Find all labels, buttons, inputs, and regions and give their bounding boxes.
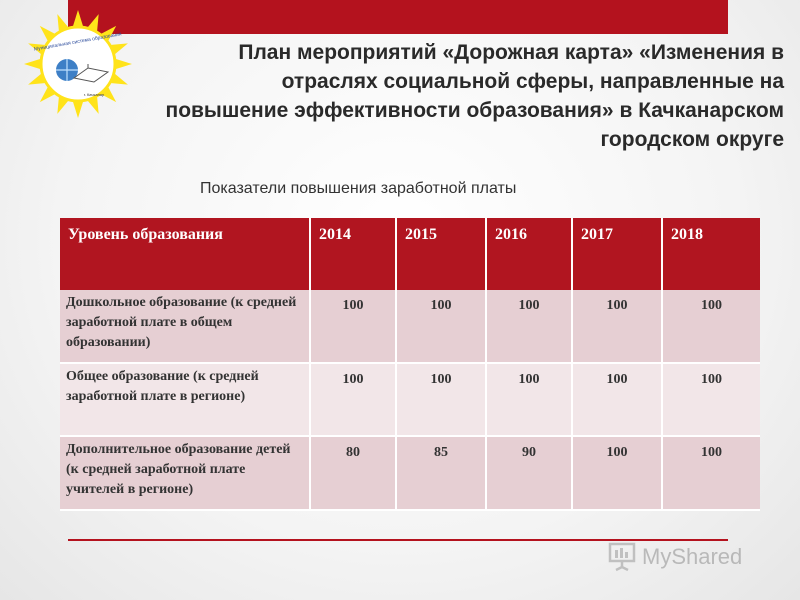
column-header-2014: 2014 [310,218,397,290]
table-header-row: Уровень образования 2014 2015 2016 2017 … [60,218,760,290]
column-header-2015: 2015 [396,218,487,290]
presentation-icon [608,542,636,572]
cell-value: 100 [486,363,573,437]
sun-logo: Муниципальная система образования г. Кач… [22,8,134,120]
cell-value: 80 [310,436,397,511]
cell-value: 90 [486,436,573,511]
row-label: Общее образование (к средней заработной … [60,363,311,437]
cell-value: 100 [662,290,760,364]
column-header-level: Уровень образования [60,218,311,290]
cell-value: 100 [486,290,573,364]
column-header-2018: 2018 [662,218,760,290]
table-caption: Показатели повышения заработной платы [200,180,517,197]
table-row: Дошкольное образование (к средней зарабо… [60,290,760,364]
cell-value: 100 [662,436,760,511]
svg-text:г. Качканар: г. Качканар [84,92,105,97]
cell-value: 100 [310,363,397,437]
column-header-2016: 2016 [486,218,573,290]
svg-text:MyShared: MyShared [642,544,742,569]
cell-value: 85 [396,436,487,511]
cell-value: 100 [396,363,487,437]
cell-value: 100 [662,363,760,437]
row-label: Дошкольное образование (к средней зарабо… [60,290,311,364]
cell-value: 100 [396,290,487,364]
row-label: Дополнительное образование детей (к сред… [60,436,311,511]
bottom-accent-line [68,539,728,541]
book-icon [72,67,110,83]
cell-value: 100 [310,290,397,364]
myshared-watermark: MyShared [606,538,776,574]
salary-indicators-table: Уровень образования 2014 2015 2016 2017 … [60,218,760,511]
table-row: Общее образование (к средней заработной … [60,363,760,437]
column-header-2017: 2017 [572,218,663,290]
top-accent-bar [68,0,728,34]
cell-value: 100 [572,436,663,511]
cell-value: 100 [572,363,663,437]
page-title: План мероприятий «Дорожная карта» «Измен… [165,41,784,151]
cell-value: 100 [572,290,663,364]
table-row: Дополнительное образование детей (к сред… [60,436,760,511]
